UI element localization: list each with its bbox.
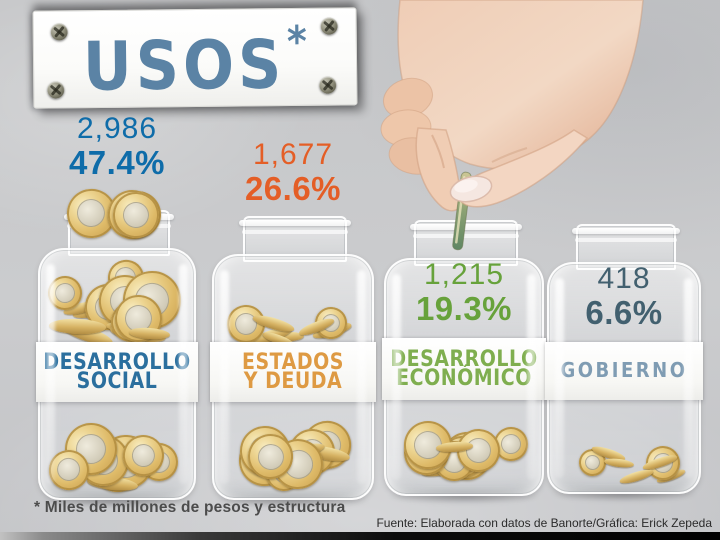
hand-dropping-coin-illustration	[380, 0, 644, 251]
coin-pile	[62, 182, 172, 245]
thumb	[458, 129, 589, 208]
title-asterisk: *	[286, 16, 308, 67]
title-plaque: USOS*	[32, 7, 358, 109]
jar-stats-desarrollo-economico: 1,215 19.3%	[384, 258, 544, 327]
jar-stats-estados-y-deuda: 1,677 26.6%	[212, 138, 374, 207]
jar-label: ESTADOS Y DEUDA	[210, 342, 376, 402]
jar-value: 1,677	[252, 138, 334, 171]
coin-pile	[392, 398, 534, 487]
coin-pile	[222, 300, 362, 350]
jar-estados-y-deuda: ESTADOS Y DEUDA	[210, 216, 376, 508]
bottom-bar	[0, 532, 720, 540]
jar-shadow	[216, 492, 370, 508]
footnote: * Miles de millones de pesos y estructur…	[34, 499, 346, 516]
jar-value: 418	[597, 262, 651, 295]
jar-percent: 26.6%	[244, 169, 342, 207]
page-title: USOS*	[82, 16, 308, 107]
jar-label: DESARROLLO ECONÓMICO	[382, 338, 546, 400]
jar-percent: 6.6%	[585, 293, 663, 331]
jar-percent: 47.4%	[68, 143, 166, 181]
coin-pile	[44, 400, 188, 498]
jar-label: GOBIERNO	[545, 342, 703, 400]
coin-pile	[220, 404, 364, 497]
thumbnail	[449, 175, 493, 203]
jar-value: 2,986	[76, 112, 158, 145]
jar-percent: 19.3%	[415, 289, 513, 327]
curled-finger	[388, 137, 442, 175]
jar-shadow	[388, 488, 540, 504]
jar-desarrollo-economico: 1,215 19.3% DESARROLLO ECONÓMICO	[382, 220, 546, 504]
curled-finger	[383, 77, 433, 119]
coin-pile	[42, 252, 188, 349]
jar-shadow	[42, 492, 192, 508]
source-credit: Fuente: Elaborada con datos de Banorte/G…	[376, 516, 712, 530]
coin-pile	[559, 424, 687, 486]
index-finger	[415, 127, 462, 212]
jar-stats-desarrollo-social: 2,986 47.4%	[38, 112, 196, 181]
jar-label: DESARROLLO SOCIAL	[36, 342, 198, 402]
jar-desarrollo-social: DESARROLLO SOCIAL	[36, 182, 198, 508]
jar-value: 1,215	[423, 258, 505, 291]
curled-finger	[380, 109, 432, 147]
jar-shadow	[551, 486, 697, 502]
jar-gobierno: 418 6.6% GOBIERNO	[545, 224, 703, 502]
hand-palm	[397, 0, 644, 170]
jar-stats-gobierno: 418 6.6%	[547, 262, 701, 331]
coin-icon	[603, 457, 635, 469]
